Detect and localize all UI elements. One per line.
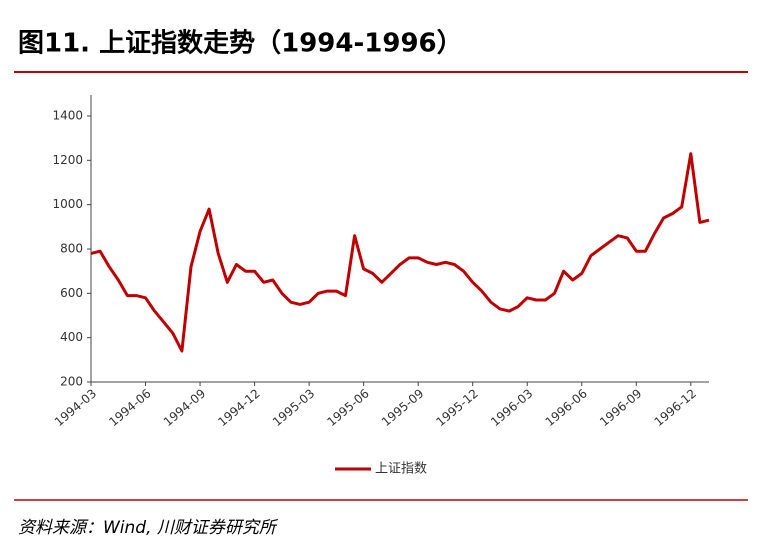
y-tick-label: 200 bbox=[60, 375, 83, 389]
x-tick-label: 1994-06 bbox=[106, 386, 153, 429]
x-tick-label: 1995-12 bbox=[433, 386, 480, 429]
y-tick-label: 600 bbox=[60, 286, 83, 300]
x-tick-label: 1994-09 bbox=[161, 386, 208, 429]
x-tick-label: 1995-09 bbox=[379, 386, 426, 429]
y-tick-label: 800 bbox=[60, 242, 83, 256]
legend-label: 上证指数 bbox=[375, 462, 427, 477]
x-tick-label: 1994-12 bbox=[215, 386, 262, 429]
x-tick-label: 1995-06 bbox=[324, 386, 371, 429]
source: 资料来源：Wind, 川财证券研究所 bbox=[18, 518, 279, 538]
x-tick-label: 1995-03 bbox=[270, 386, 317, 429]
x-tick-label: 1996-06 bbox=[543, 386, 590, 429]
x-tick-label: 1996-03 bbox=[488, 386, 535, 429]
y-tick-label: 400 bbox=[60, 330, 83, 344]
x-tick-label: 1994-03 bbox=[52, 386, 99, 429]
y-tick-label: 1000 bbox=[52, 197, 83, 211]
line bbox=[90, 152, 710, 353]
y-tick-label: 1400 bbox=[52, 109, 83, 123]
x-tick-label: 1996-09 bbox=[597, 386, 644, 429]
x-tick-label: 1996-12 bbox=[652, 386, 699, 429]
chart-title: 图11. 上证指数走势（1994-1996） bbox=[18, 29, 463, 59]
y-tick-label: 1200 bbox=[52, 153, 83, 167]
